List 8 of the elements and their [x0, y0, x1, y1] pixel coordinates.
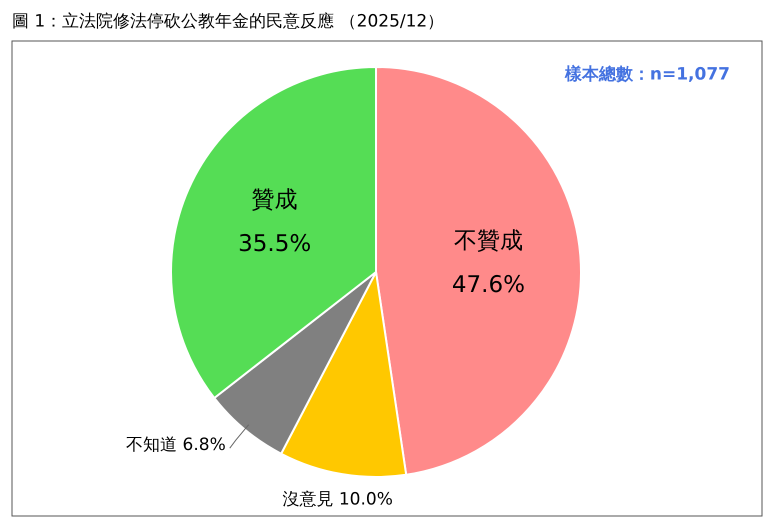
slice-label: 贊成 [252, 186, 298, 213]
chart-title: 圖 1：立法院修法停砍公教年金的民意反應 （2025/12） [12, 12, 444, 32]
text: 樣本總數：n=1,077 [564, 64, 730, 85]
data-label: 47.6% [452, 272, 525, 298]
data-label: 35.5% [238, 230, 312, 257]
slice-label: 不贊成 [454, 228, 523, 254]
slice-label: 不知道 6.8% [126, 434, 226, 455]
slice-label: 沒意見 10.0% [282, 489, 393, 510]
